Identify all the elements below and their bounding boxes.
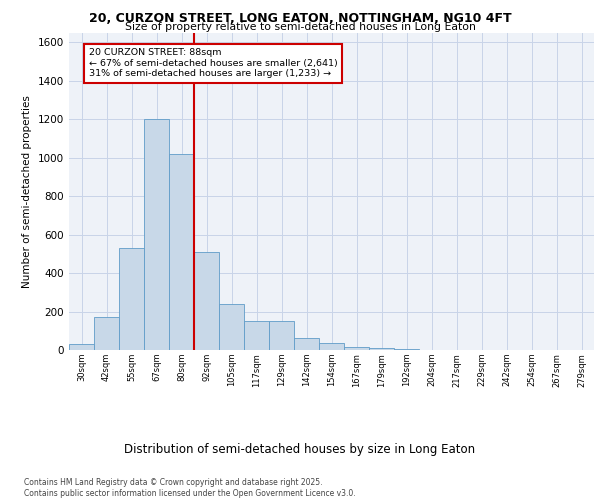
Text: 20 CURZON STREET: 88sqm
← 67% of semi-detached houses are smaller (2,641)
31% of: 20 CURZON STREET: 88sqm ← 67% of semi-de… bbox=[89, 48, 338, 78]
Bar bbox=[369, 348, 394, 350]
Bar bbox=[194, 252, 219, 350]
Bar bbox=[344, 347, 369, 350]
Text: Size of property relative to semi-detached houses in Long Eaton: Size of property relative to semi-detach… bbox=[125, 22, 475, 32]
Bar bbox=[119, 248, 144, 350]
Bar bbox=[294, 338, 319, 350]
Bar bbox=[169, 154, 194, 350]
Bar bbox=[144, 119, 169, 350]
Bar bbox=[319, 344, 344, 350]
Y-axis label: Number of semi-detached properties: Number of semi-detached properties bbox=[22, 95, 32, 288]
Bar bbox=[219, 304, 244, 350]
Bar bbox=[394, 349, 419, 350]
Text: Distribution of semi-detached houses by size in Long Eaton: Distribution of semi-detached houses by … bbox=[124, 442, 476, 456]
Bar bbox=[269, 321, 294, 350]
Bar bbox=[94, 318, 119, 350]
Bar bbox=[244, 321, 269, 350]
Bar bbox=[69, 344, 94, 350]
Text: Contains HM Land Registry data © Crown copyright and database right 2025.
Contai: Contains HM Land Registry data © Crown c… bbox=[24, 478, 356, 498]
Text: 20, CURZON STREET, LONG EATON, NOTTINGHAM, NG10 4FT: 20, CURZON STREET, LONG EATON, NOTTINGHA… bbox=[89, 12, 511, 24]
